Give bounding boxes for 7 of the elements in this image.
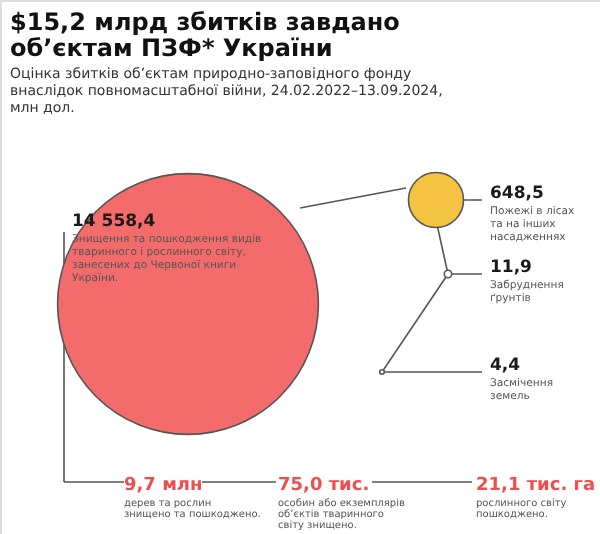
text: 21,1 тис. га bbox=[476, 476, 596, 496]
data-label: 648,5 bbox=[490, 184, 544, 204]
text: 9,7 млн bbox=[124, 476, 203, 496]
data-label: 11,9 bbox=[490, 258, 533, 278]
text: 75,0 тис. bbox=[278, 476, 370, 496]
text: $15,2 млрд збитків завдано об’єктам ПЗФ* України bbox=[10, 8, 400, 62]
data-label: 4,4 bbox=[490, 356, 521, 376]
